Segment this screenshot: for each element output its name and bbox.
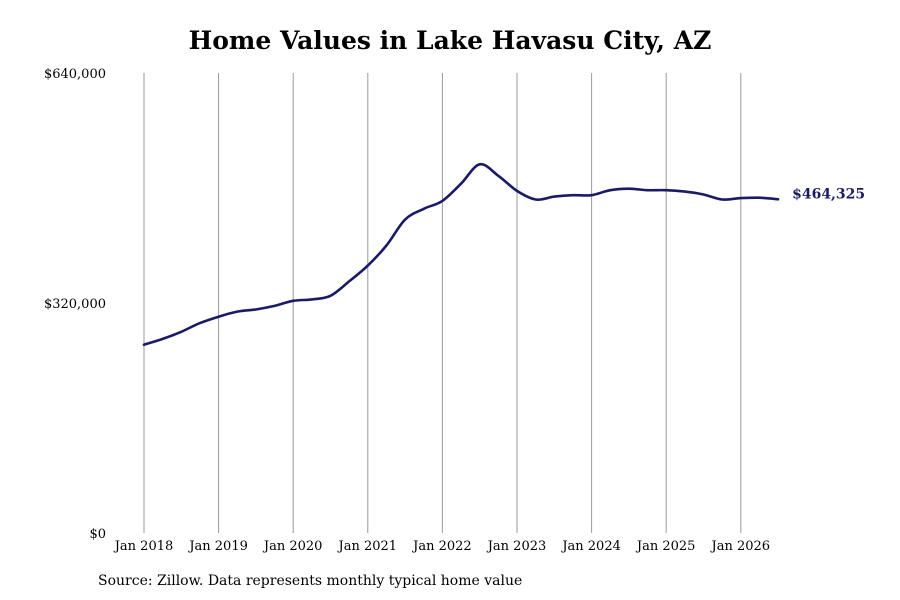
y-axis-tick-labels: $0 $320,000 $640,000: [44, 67, 106, 542]
x-tick-label: Jan 2018: [113, 539, 174, 554]
home-value-series-line: [142, 162, 780, 346]
x-tick-label: Jan 2024: [560, 539, 621, 554]
x-tick-label: Jan 2019: [187, 539, 248, 554]
x-tick-label: Jan 2021: [337, 539, 398, 554]
x-tick-label: Jan 2022: [411, 539, 472, 554]
x-tick-label: Jan 2023: [486, 539, 547, 554]
x-tick-label: Jan 2026: [710, 539, 771, 554]
y-tick-label: $640,000: [44, 67, 106, 82]
chart-title: Home Values in Lake Havasu City, AZ: [188, 26, 712, 55]
y-tick-label: $320,000: [44, 297, 106, 312]
x-tick-label: Jan 2025: [635, 539, 696, 554]
x-tick-label: Jan 2020: [262, 539, 323, 554]
x-axis-tick-labels: Jan 2018 Jan 2019 Jan 2020 Jan 2021 Jan 2022…: [113, 539, 770, 554]
y-tick-label: $0: [89, 527, 106, 542]
latest-value-label: $464,325: [792, 186, 865, 202]
gridlines: [143, 73, 742, 533]
source-note: Source: Zillow. Data represents monthly …: [98, 573, 523, 589]
